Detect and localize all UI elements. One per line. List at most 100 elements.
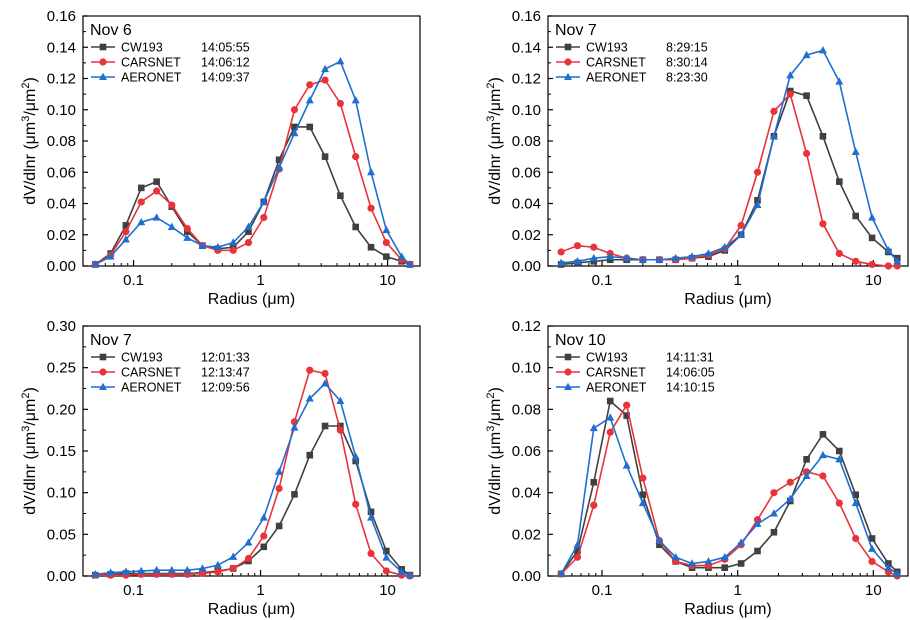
x-tick-label: 0.1 <box>123 582 144 599</box>
legend-marker <box>564 353 572 361</box>
data-point-aeronet <box>198 241 207 249</box>
data-point-aeronet <box>336 396 345 404</box>
legend-time: 14:05:55 <box>201 41 250 55</box>
data-point-cw193 <box>623 412 630 419</box>
data-point-cw193 <box>153 178 160 185</box>
data-point-aeronet <box>382 225 391 234</box>
y-tick-label: 0.04 <box>512 485 541 502</box>
y-tick-label: 0.02 <box>512 526 541 543</box>
legend-label: AERONET <box>121 381 182 395</box>
data-point-aeronet <box>137 566 146 574</box>
chart-panel-1: 0.00 0.02 0.04 0.06 0.08 0.10 0.12 0.14 0.16 0.1 1… <box>20 8 421 308</box>
data-point-cw193 <box>803 92 810 99</box>
y-tick-label: 0.08 <box>512 133 541 150</box>
data-point-aeronet <box>305 394 314 402</box>
data-point-aeronet <box>606 413 615 421</box>
y-tick-label: 0.04 <box>512 196 541 213</box>
y-axis-title-part: ) <box>22 387 39 392</box>
data-point-cw193 <box>590 478 598 486</box>
y-axis-title-part: /μm <box>22 89 39 116</box>
data-point-aeronet <box>229 238 238 246</box>
series-line-carsnet <box>94 79 411 266</box>
y-axis-title-part: ) <box>487 77 504 82</box>
data-point-aeronet <box>802 471 811 479</box>
legend-label: CW193 <box>121 351 163 365</box>
y-axis-title: dV/dlnr (μm3/μm2) <box>20 387 39 515</box>
data-point-cw193 <box>245 228 252 235</box>
y-axis-title-superscript: 3 <box>20 426 32 432</box>
data-point-cw193 <box>137 184 145 192</box>
legend-marker <box>99 382 107 390</box>
data-point-aeronet <box>835 77 844 85</box>
data-point-aeronet <box>671 253 680 262</box>
data-point-carsnet <box>786 478 794 486</box>
legend-label: AERONET <box>586 381 647 395</box>
data-point-cw193 <box>868 535 876 542</box>
data-point-cw193 <box>606 397 614 405</box>
y-axis-title-superscript: 2 <box>485 83 497 89</box>
data-point-cw193 <box>321 153 329 160</box>
data-point-aeronet <box>557 258 566 266</box>
data-point-cw193 <box>321 422 329 430</box>
legend-marker <box>99 72 107 80</box>
data-point-cw193 <box>819 431 827 438</box>
data-point-aeronet <box>167 222 176 230</box>
data-point-carsnet <box>753 168 762 176</box>
data-point-carsnet <box>819 220 827 228</box>
data-point-cw193 <box>868 234 876 242</box>
legend-label: CW193 <box>121 41 163 55</box>
data-point-carsnet <box>770 489 778 497</box>
legend-time: 14:11:31 <box>666 351 714 365</box>
chart-panel-4: 0.00 0.02 0.04 0.06 0.08 0.10 0.12 0.1 1 10 Radius… <box>485 318 909 618</box>
y-tick-label: 0.02 <box>47 227 76 244</box>
legend-label: CARSNET <box>121 56 181 70</box>
panel-label: Nov 6 <box>90 22 132 39</box>
y-tick-label: 0.06 <box>512 164 541 181</box>
legend-label: CARSNET <box>121 366 181 380</box>
data-point-carsnet <box>835 499 843 507</box>
legend-marker <box>99 58 107 66</box>
data-point-carsnet <box>382 567 390 575</box>
data-point-aeronet <box>121 567 130 575</box>
data-point-cw193 <box>367 243 375 251</box>
data-point-aeronet <box>382 553 391 561</box>
data-point-aeronet <box>121 235 130 243</box>
data-point-aeronet <box>244 222 253 230</box>
data-point-aeronet <box>351 452 360 460</box>
data-point-aeronet <box>275 163 284 171</box>
legend-label: CARSNET <box>586 366 646 380</box>
x-axis-title: Radius (μm) <box>208 291 295 308</box>
y-axis-title: dV/dlnr (μm3/μm2) <box>485 387 504 515</box>
data-point-cw193 <box>574 547 581 555</box>
data-point-aeronet <box>229 552 238 560</box>
data-point-aeronet <box>397 252 406 260</box>
data-point-aeronet <box>183 565 192 574</box>
y-axis-title-part: /μm <box>487 399 504 426</box>
data-point-aeronet <box>589 253 598 262</box>
legend-label: CW193 <box>586 41 628 55</box>
data-point-cw193 <box>754 547 761 555</box>
legend-label: AERONET <box>586 71 647 85</box>
legend-marker <box>564 72 572 80</box>
data-point-carsnet <box>229 564 237 573</box>
legend-marker <box>99 43 107 51</box>
data-point-carsnet <box>852 534 860 543</box>
legend-time: 12:13:47 <box>201 366 250 380</box>
y-axis-title-superscript: 3 <box>20 116 32 122</box>
data-point-cw193 <box>836 447 843 455</box>
x-tick-label: 0.1 <box>592 582 613 599</box>
data-point-cw193 <box>383 253 390 260</box>
data-point-aeronet <box>198 564 207 572</box>
series-line-cw193 <box>561 90 898 266</box>
data-point-cw193 <box>291 491 298 498</box>
data-point-aeronet <box>868 213 877 221</box>
data-point-aeronet <box>737 230 746 238</box>
data-point-carsnet <box>352 153 360 161</box>
data-point-carsnet <box>321 76 329 84</box>
y-axis-title-superscript: 3 <box>485 426 497 432</box>
data-point-carsnet <box>153 187 161 195</box>
data-point-carsnet <box>835 249 843 258</box>
data-point-aeronet <box>786 71 795 79</box>
y-tick-label: 0.10 <box>512 102 541 119</box>
data-point-aeronet <box>818 46 827 54</box>
